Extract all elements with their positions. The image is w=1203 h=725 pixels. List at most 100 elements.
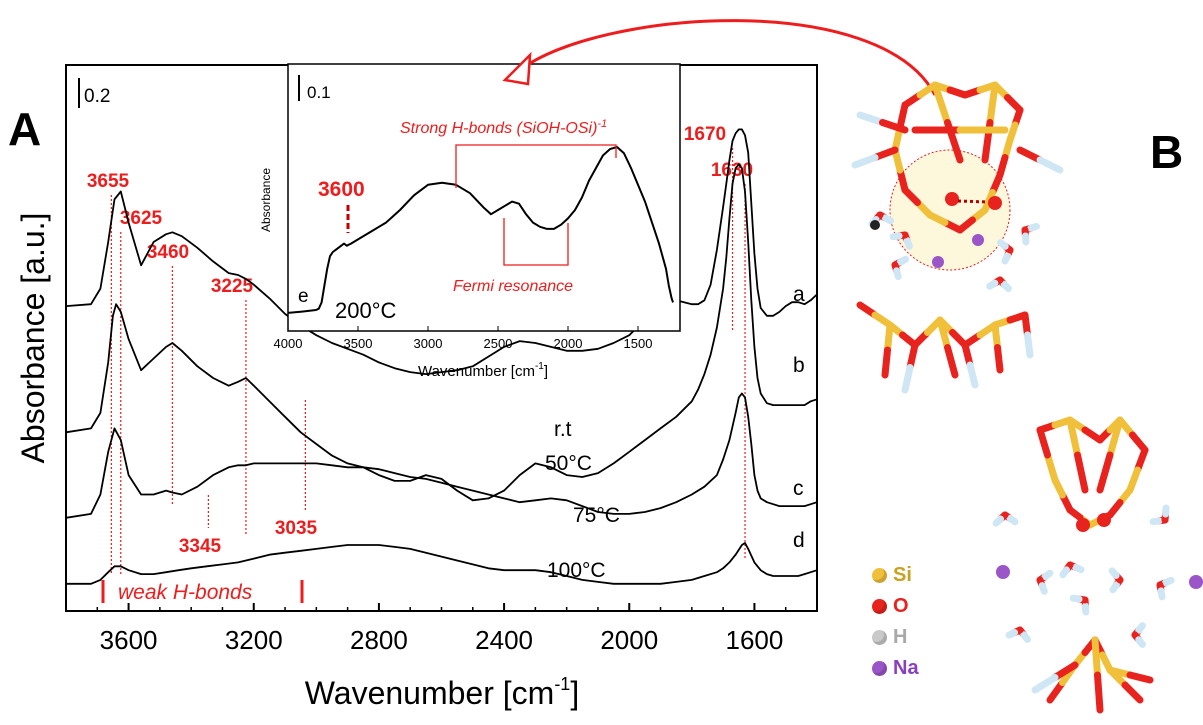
legend-label-h: H xyxy=(893,626,908,648)
legend-dot-na xyxy=(872,661,887,676)
inset-series-group xyxy=(287,146,674,314)
legend-item-h: H xyxy=(872,622,992,653)
molecule-bond xyxy=(1157,587,1166,601)
inset-series-line-e xyxy=(287,146,674,314)
molecule-bond xyxy=(1121,681,1144,704)
molecule-bond xyxy=(1020,631,1031,643)
inset-x-tick-label: 2000 xyxy=(554,336,583,351)
inset-label-e: e xyxy=(298,286,309,307)
main-series-line-d xyxy=(66,542,818,585)
main-series-line-c xyxy=(65,392,818,519)
main-ylabel: Absorbance [a.u.] xyxy=(15,213,51,464)
molecule-bond xyxy=(896,255,910,266)
weak-hbonds-label: weak H-bonds xyxy=(118,581,253,604)
main-xlabel: Wavenumber [cm-1] xyxy=(305,674,579,711)
molecule-bond xyxy=(1091,636,1101,679)
molecule-bond xyxy=(1072,563,1085,574)
molecule-bond xyxy=(1108,567,1120,579)
molecule-bond xyxy=(1027,222,1040,232)
molecule-bond xyxy=(903,237,913,250)
molecule-bond xyxy=(1005,629,1019,639)
inset-xlabel-text: Wavenumber [cm xyxy=(418,363,535,380)
main-annotations: 3655 3625 3460 3225 3345 3035 1670 1630 xyxy=(87,124,753,575)
molecule-bond xyxy=(1134,446,1149,474)
molecule-bond xyxy=(901,364,914,394)
molecule-bond xyxy=(1074,451,1089,494)
main-curve-label: b xyxy=(793,354,805,377)
inset-x-ticks: 4000 3500 3000 2500 2000 1500 xyxy=(274,326,653,351)
molecule-bond xyxy=(991,321,1001,351)
molecule-bond xyxy=(1066,416,1081,459)
main-annotation-label: 3345 xyxy=(179,536,222,557)
molecule-bond xyxy=(1038,582,1048,595)
molecule-bond xyxy=(1149,517,1163,526)
molecule-bond xyxy=(1135,622,1146,634)
main-curve-label: 75°C xyxy=(573,504,620,527)
element-legend: Si O H Na xyxy=(872,560,992,684)
legend-label-o: O xyxy=(893,595,909,617)
molecule-atom xyxy=(932,256,944,268)
hbond-dash xyxy=(957,199,989,204)
molecule-bond xyxy=(871,146,899,161)
main-series-line-a xyxy=(65,128,818,376)
main-series-line-b xyxy=(65,163,818,502)
main-curve-label: a xyxy=(793,283,805,306)
legend-item-o: O xyxy=(872,591,992,622)
inset-strong-hbonds-sup: -1 xyxy=(597,118,607,130)
main-annotation-label: 3035 xyxy=(275,518,318,539)
molecule-atom xyxy=(1097,513,1111,527)
molecule-atom xyxy=(870,220,880,230)
legend-dot-o xyxy=(872,599,887,614)
molecule-bond xyxy=(1044,451,1059,484)
main-curve-label: d xyxy=(793,529,805,552)
main-x-ticks: 3600 3200 2800 2400 2000 1600 xyxy=(96,603,787,655)
molecule-bond xyxy=(1096,451,1114,494)
molecule-bond xyxy=(966,361,979,389)
legend-dot-si xyxy=(872,568,887,583)
inset-fermi-label: Fermi resonance xyxy=(453,278,573,295)
molecule-bond xyxy=(936,316,951,351)
main-series-group xyxy=(65,128,818,585)
main-x-tick-label: 2400 xyxy=(475,625,533,655)
molecule-bond xyxy=(1135,636,1146,648)
molecule-bond xyxy=(1036,426,1051,459)
molecule-bond xyxy=(1000,280,1012,293)
molecule-bond xyxy=(944,344,959,379)
molecule-bond xyxy=(1069,594,1083,603)
main-x-tick-label: 2000 xyxy=(600,625,658,655)
inset-ylabel: Absorbance xyxy=(259,168,273,232)
inset-xlabel-sup: -1 xyxy=(535,361,544,372)
molecule-atom xyxy=(988,196,1002,210)
inset-x-tick-label: 4000 xyxy=(274,336,303,351)
inset-strong-hbonds-bracket xyxy=(455,144,617,188)
inset-xlabel-close: ] xyxy=(544,363,548,380)
main-scale-bar-label: 0.2 xyxy=(84,86,110,107)
molecule-bond xyxy=(994,344,1004,374)
molecule-bond xyxy=(1031,674,1059,694)
molecule-bond xyxy=(986,81,999,126)
molecule-bond xyxy=(1126,466,1141,494)
molecule-bond xyxy=(906,341,919,371)
molecule-atom xyxy=(945,192,959,206)
main-x-tick-label: 1600 xyxy=(725,625,783,655)
molecule-bond xyxy=(1106,416,1124,459)
main-x-tick-label: 3600 xyxy=(100,625,158,655)
molecule-bond xyxy=(1094,671,1104,714)
inset-x-tick-label: 1500 xyxy=(624,336,653,351)
molecule-bond xyxy=(1041,569,1054,581)
molecule-bond xyxy=(896,101,909,131)
main-curve-label: c xyxy=(793,477,804,500)
legend-label-si: Si xyxy=(893,564,912,586)
curved-arrow-head xyxy=(502,51,532,86)
panel-a-label: A xyxy=(8,103,41,155)
panel-b-label: B xyxy=(1150,126,1183,178)
main-x-tick-label: 2800 xyxy=(350,625,408,655)
inset-annot-3600: 3600 xyxy=(318,178,365,201)
molecule-bond xyxy=(1006,514,1019,526)
inset-frame xyxy=(287,63,681,332)
molecule-bond xyxy=(856,111,886,126)
molecule-bond xyxy=(1051,661,1079,681)
molecule-atom xyxy=(1189,575,1203,589)
legend-item-na: Na xyxy=(872,653,992,684)
